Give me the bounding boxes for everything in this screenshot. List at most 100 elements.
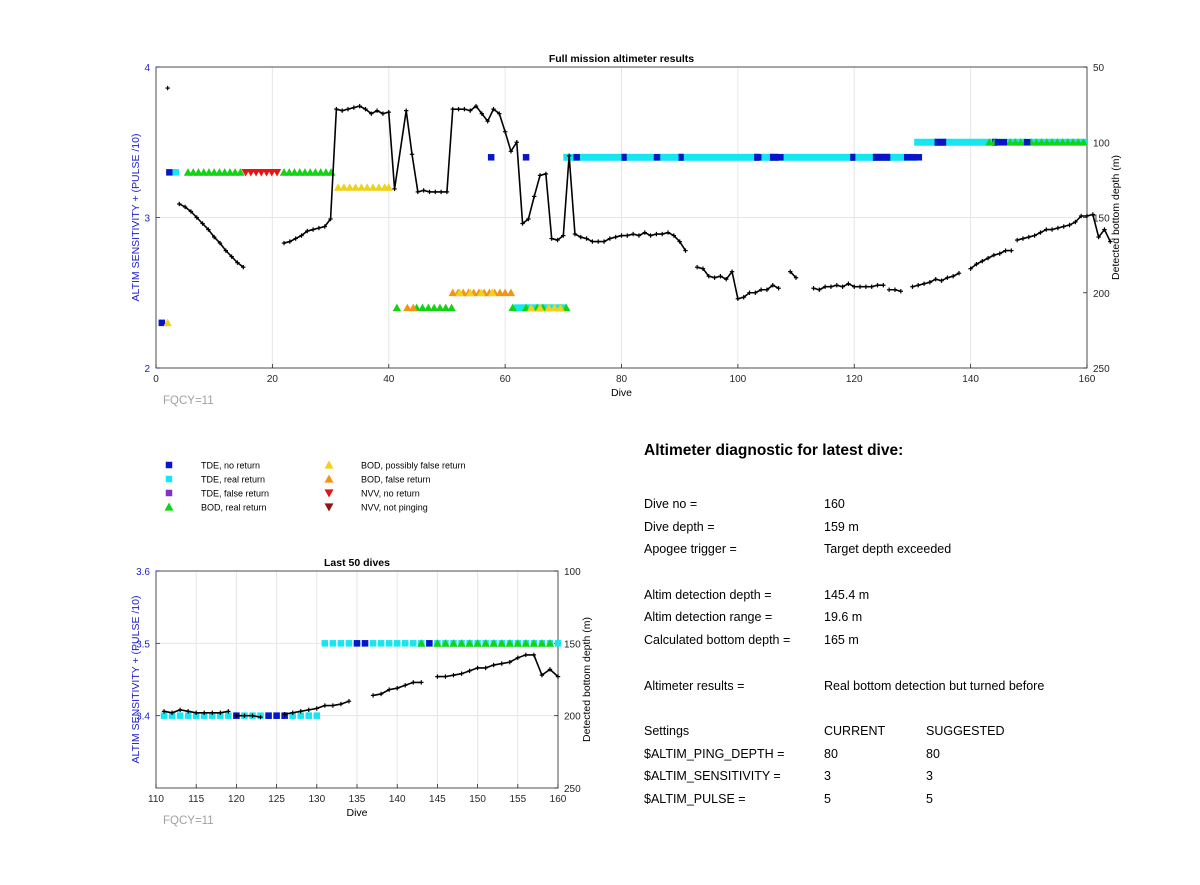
settings-label: Settings (644, 723, 690, 738)
bod-marker (497, 639, 506, 647)
tde-marker (522, 154, 530, 161)
legend-label: TDE, real return (201, 475, 265, 485)
tde-marker (554, 640, 562, 647)
y2-tick-label: 150 (1093, 214, 1110, 225)
bod-marker (441, 639, 450, 647)
altim-range-value: 19.6 m (824, 610, 863, 625)
bod-marker (408, 303, 418, 312)
tde-no-block (621, 153, 627, 161)
bod-marker (374, 183, 384, 191)
dive-depth-label: Dive depth = (644, 519, 715, 534)
y-tick-label: 2 (144, 364, 150, 375)
tde-no-marker (361, 640, 369, 647)
tde-marker (401, 640, 409, 647)
bod-marker (455, 288, 464, 297)
x-tick-label: 145 (429, 794, 446, 805)
tde-marker (915, 154, 923, 161)
legend-swatch (165, 461, 173, 469)
main-chart-footnote: FQCY=11 (163, 395, 214, 407)
legend-label: NVV, no return (361, 489, 420, 499)
bod-marker (488, 288, 497, 297)
bod-marker (489, 639, 498, 647)
tde-marker (209, 712, 216, 719)
bod-marker (236, 168, 245, 176)
tde-marker (875, 154, 882, 161)
x-tick-label: 60 (500, 374, 512, 385)
y2-tick-label: 200 (1093, 289, 1110, 300)
diagnostic-panel: Altimeter diagnostic for latest dive: Di… (644, 442, 1184, 811)
tde-no-block (850, 153, 856, 161)
legend-label: TDE, false return (201, 489, 269, 499)
bod-marker (473, 639, 482, 647)
altim-depth-row: Altim detection depth = 145.4 m (644, 584, 1184, 607)
tde-marker (225, 712, 232, 719)
setting-row-pulse: $ALTIM_PULSE = 5 5 (644, 788, 1184, 811)
x-tick-label: 160 (550, 794, 567, 805)
tde-no-marker (265, 712, 272, 719)
bod-marker (985, 138, 994, 146)
tde-marker (410, 640, 417, 647)
tde-no-block (769, 153, 779, 161)
main-chart-y-label: ALTIM SENSITIVITY + (PULSE /10) (130, 134, 142, 302)
apogee-row: Apogee trigger = Target depth exceeded (644, 538, 1184, 561)
tde-marker (172, 169, 180, 176)
tde-marker (994, 139, 1002, 146)
calc-depth-label: Calculated bottom depth = (644, 633, 791, 648)
bod-marker (529, 639, 539, 647)
bod-marker (441, 303, 450, 312)
bod-marker (457, 639, 466, 647)
setting-row-ping-depth: $ALTIM_PING_DEPTH = 80 80 (644, 743, 1184, 766)
bod-marker (1079, 138, 1088, 146)
legend-label: BOD, real return (201, 503, 267, 513)
tde-marker (200, 712, 208, 719)
x-tick-label: 160 (1079, 374, 1096, 385)
setting-name: $ALTIM_PING_DEPTH = (644, 746, 785, 761)
bod-marker (1063, 138, 1072, 146)
last50-chart-title: Last 50 dives (324, 557, 390, 569)
bod-marker (447, 303, 456, 312)
tde-marker (487, 154, 495, 161)
apogee-value: Target depth exceeded (824, 542, 952, 557)
tde-marker (217, 712, 224, 719)
bod-marker (550, 303, 559, 312)
bod-marker (1074, 138, 1083, 146)
last50-chart-x-label: Dive (346, 807, 367, 819)
bod-marker (429, 303, 439, 312)
bod-marker (339, 183, 349, 191)
x-tick-label: 130 (308, 794, 325, 805)
tde-no-marker (273, 712, 280, 719)
x-tick-label: 110 (148, 794, 164, 805)
bod-marker (513, 639, 522, 647)
bod-marker (163, 318, 172, 327)
y2-tick-label: 100 (1093, 138, 1110, 149)
bod-marker (363, 183, 372, 191)
bod-marker (1032, 138, 1041, 146)
bod-marker (403, 303, 412, 312)
altim-depth-value: 145.4 m (824, 587, 870, 602)
bod-marker (477, 288, 486, 297)
y2-tick-label: 250 (1093, 364, 1110, 375)
y2-tick-label: 200 (564, 712, 581, 723)
bod-marker (481, 639, 490, 647)
altim-depth-label: Altim detection depth = (644, 587, 772, 602)
tde-no-marker (426, 640, 433, 647)
bod-marker (449, 639, 458, 647)
tde-marker (176, 712, 184, 719)
suggested-label: SUGGESTED (926, 723, 1005, 738)
bod-marker (384, 183, 393, 191)
tde-marker (1023, 139, 1031, 146)
bod-marker (1058, 138, 1067, 146)
calc-depth-row: Calculated bottom depth = 165 m (644, 629, 1184, 652)
tde-marker (345, 640, 353, 647)
tde-marker (192, 712, 200, 719)
tde-marker (754, 154, 762, 161)
altim-range-row: Altim detection range = 19.6 m (644, 606, 1184, 629)
legend: TDE, no return TDE, real return TDE, false… (164, 460, 466, 513)
bod-marker (368, 183, 378, 191)
tde-marker (909, 154, 917, 161)
tde-marker (168, 712, 176, 719)
bod-marker (1011, 138, 1020, 146)
bod-marker (333, 183, 343, 191)
main-chart-depth-series (165, 85, 1113, 301)
main-chart-axes: 0 20 40 60 80 100 120 140 160 2 3 4 50 100 150 200 250 Fu… (130, 53, 1122, 407)
